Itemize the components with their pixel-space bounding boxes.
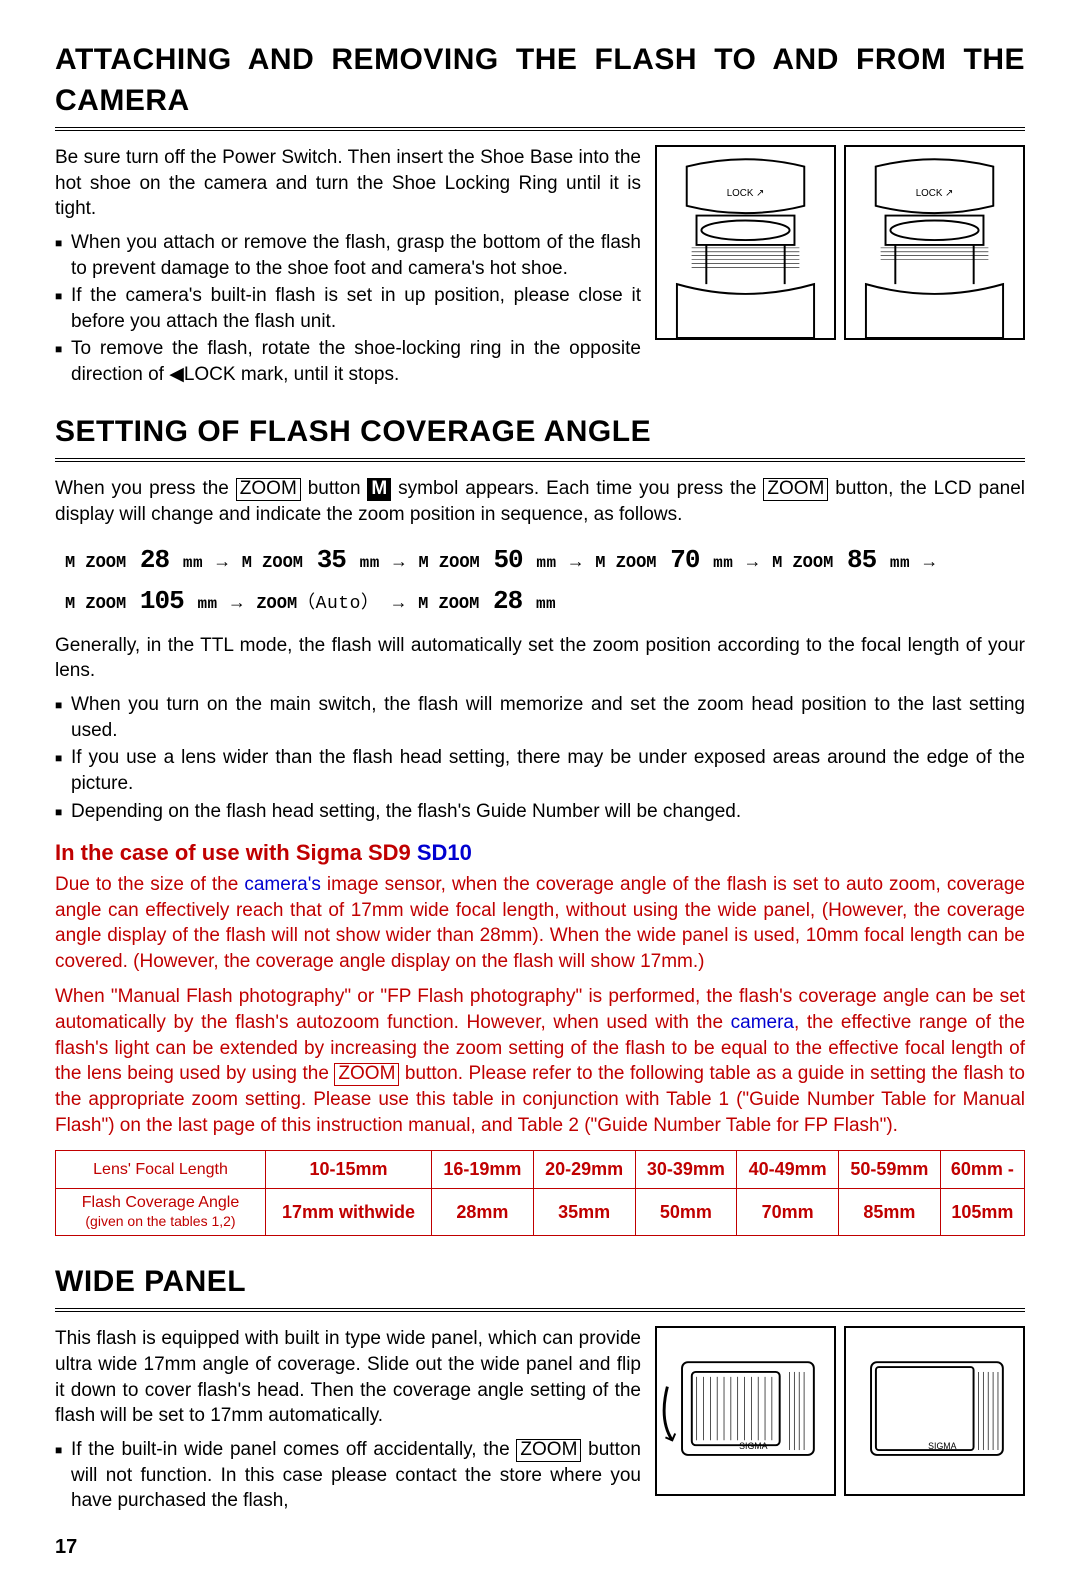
section2-p1: When you press the ZOOM button M symbol … (55, 476, 1025, 527)
mz7: M ZOOM (418, 595, 479, 614)
wide-panel-illustration-2: SIGMA (844, 1326, 1025, 1496)
table-row: Flash Coverage Angle (given on the table… (56, 1188, 1025, 1235)
mm5: mm (890, 554, 910, 572)
s3-zoom-box: ZOOM (516, 1439, 581, 1462)
mm4: mm (713, 554, 733, 572)
cell: 16-19mm (432, 1151, 534, 1188)
section3-bullet-1: If the built-in wide panel comes off acc… (55, 1437, 641, 1514)
m-symbol: M (367, 478, 391, 501)
coverage-table: Lens' Focal Length 10-15mm 16-19mm 20-29… (55, 1150, 1025, 1236)
s2p1c: symbol appears. Each time you press the (391, 478, 763, 499)
table-row: Lens' Focal Length 10-15mm 16-19mm 20-29… (56, 1151, 1025, 1188)
sd9h-b: SD10 (417, 840, 472, 865)
zoom-sequence: M ZOOM 28 mm → M ZOOM 35 mm → M ZOOM 50 … (55, 536, 1025, 633)
r2l: Flash Coverage Angle (82, 1194, 239, 1211)
s2p1b: button (301, 478, 368, 499)
page-number: 17 (55, 1534, 1025, 1561)
wide-panel-illustration-1: SIGMA (655, 1326, 836, 1496)
wide-panel-icon-1: SIGMA (657, 1328, 834, 1494)
mz4: M ZOOM (595, 554, 656, 573)
svg-text:LOCK ↗: LOCK ↗ (727, 188, 765, 199)
mz3: M ZOOM (419, 554, 480, 573)
zoom-auto: ZOOM (256, 595, 297, 614)
section1-bullet-3: To remove the flash, rotate the shoe-loc… (55, 336, 641, 387)
sd9-heading: In the case of use with Sigma SD9 SD10 (55, 838, 1025, 868)
section3-title: WIDE PANEL (55, 1262, 1025, 1313)
section1-row: Be sure turn off the Power Switch. Then … (55, 145, 1025, 390)
z28b: 28 (493, 586, 522, 616)
attach-illustration-1: LOCK ↗ (655, 145, 836, 340)
mz5: M ZOOM (772, 554, 833, 573)
section3-images: SIGMA SIGMA (655, 1326, 1025, 1515)
section2-bullet-1: When you turn on the main switch, the fl… (55, 692, 1025, 743)
cell: 50-59mm (839, 1151, 941, 1188)
mm7: mm (536, 595, 556, 613)
section2-bullets: When you turn on the main switch, the fl… (55, 692, 1025, 824)
svg-text:SIGMA: SIGMA (928, 1442, 956, 1452)
section2-bullet-2: If you use a lens wider than the flash h… (55, 745, 1025, 796)
section3-bullets: If the built-in wide panel comes off acc… (55, 1437, 641, 1514)
row2-label: Flash Coverage Angle (given on the table… (56, 1188, 266, 1235)
mm1: mm (183, 554, 203, 572)
section2-p2: Generally, in the TTL mode, the flash wi… (55, 633, 1025, 684)
sd9-zoom-box: ZOOM (334, 1063, 399, 1086)
s3b1a: If the built-in wide panel comes off acc… (71, 1439, 516, 1460)
zoom-box-2: ZOOM (763, 478, 828, 501)
cell: 70mm (737, 1188, 839, 1235)
cell: 50mm (635, 1188, 737, 1235)
row1-label: Lens' Focal Length (56, 1151, 266, 1188)
z85: 85 (847, 545, 876, 575)
cell: 105mm (940, 1188, 1024, 1235)
cell: 85mm (839, 1188, 941, 1235)
z28: 28 (140, 545, 169, 575)
z50: 50 (493, 545, 522, 575)
flash-mount-icon-2: LOCK ↗ (846, 147, 1023, 338)
mz1: M ZOOM (65, 554, 126, 573)
cell: 20-29mm (533, 1151, 635, 1188)
z70: 70 (670, 545, 699, 575)
sd9-p2: When "Manual Flash photography" or "FP F… (55, 984, 1025, 1138)
svg-text:SIGMA: SIGMA (739, 1442, 767, 1452)
cell: 35mm (533, 1188, 635, 1235)
section3-row: This flash is equipped with built in typ… (55, 1326, 1025, 1515)
mm6: mm (197, 595, 217, 613)
section1-text: Be sure turn off the Power Switch. Then … (55, 145, 641, 390)
cell: 60mm - (940, 1151, 1024, 1188)
sd9p1a: Due to the size of the (55, 874, 244, 895)
flash-mount-icon: LOCK ↗ (657, 147, 834, 338)
sd9p1cam: camera's (244, 874, 320, 895)
mm2: mm (360, 554, 380, 572)
section3-p1: This flash is equipped with built in typ… (55, 1326, 641, 1429)
cell: 10-15mm (266, 1151, 432, 1188)
section2-title: SETTING OF FLASH COVERAGE ANGLE (55, 412, 1025, 463)
mz6: M ZOOM (65, 595, 126, 614)
z35: 35 (317, 545, 346, 575)
c10: 10-15mm (309, 1159, 387, 1179)
cell: 28mm (432, 1188, 534, 1235)
z105: 105 (140, 586, 184, 616)
sd9h-a: In the case of use with Sigma SD9 (55, 840, 417, 865)
section1-title: ATTACHING AND REMOVING THE FLASH TO AND … (55, 40, 1025, 131)
auto-paren: （Auto） (297, 594, 379, 614)
sd9-p1: Due to the size of the camera's image se… (55, 872, 1025, 975)
wide-panel-icon-2: SIGMA (846, 1328, 1023, 1494)
cell: 17mm withwide (266, 1188, 432, 1235)
cell: 40-49mm (737, 1151, 839, 1188)
section3-text: This flash is equipped with built in typ… (55, 1326, 641, 1515)
svg-text:LOCK ↗: LOCK ↗ (916, 188, 954, 199)
sd9p2cam: camera (731, 1012, 794, 1033)
attach-illustration-2: LOCK ↗ (844, 145, 1025, 340)
zoom-box-1: ZOOM (236, 478, 301, 501)
section1-intro: Be sure turn off the Power Switch. Then … (55, 145, 641, 222)
section1-bullet-2: If the camera's built-in flash is set in… (55, 283, 641, 334)
cell: 30-39mm (635, 1151, 737, 1188)
mm3: mm (536, 554, 556, 572)
s2p1a: When you press the (55, 478, 236, 499)
mz2: M ZOOM (242, 554, 303, 573)
section1-bullet-1: When you attach or remove the flash, gra… (55, 230, 641, 281)
section2-bullet-3: Depending on the flash head setting, the… (55, 799, 1025, 825)
section1-bullets: When you attach or remove the flash, gra… (55, 230, 641, 388)
section1-images: LOCK ↗ LOCK ↗ (655, 145, 1025, 390)
r2s: (given on the tables 1,2) (85, 1213, 235, 1229)
